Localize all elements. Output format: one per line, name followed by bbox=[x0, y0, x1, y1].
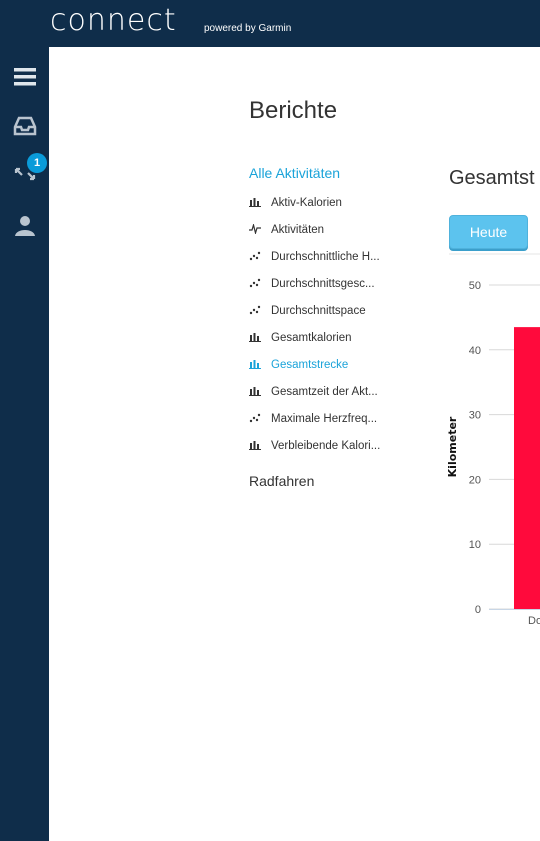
scatter-icon bbox=[249, 278, 263, 290]
category-all-activities[interactable]: Alle Aktivitäten bbox=[249, 165, 341, 181]
category-cycling[interactable]: Radfahren bbox=[249, 473, 315, 489]
report-item[interactable]: Maximale Herzfreq... bbox=[249, 409, 399, 429]
y-tick-label: 50 bbox=[469, 280, 481, 292]
bar-chart-icon bbox=[249, 197, 263, 209]
report-item[interactable]: Durchschnittspace bbox=[249, 301, 399, 321]
report-item[interactable]: Durchschnittsgesc... bbox=[249, 274, 399, 294]
report-item-label: Gesamtkalorien bbox=[271, 332, 352, 344]
report-item[interactable]: Verbleibende Kalori... bbox=[249, 436, 399, 456]
y-axis-label: Kilometer bbox=[446, 416, 459, 477]
bar[interactable] bbox=[514, 327, 540, 609]
today-button[interactable]: Heute bbox=[449, 215, 528, 249]
report-item[interactable]: Gesamtzeit der Akt... bbox=[249, 382, 399, 402]
menu-icon[interactable] bbox=[12, 64, 38, 90]
notification-badge: 1 bbox=[27, 153, 47, 173]
bar-chart-icon bbox=[249, 359, 263, 371]
x-tick-label: Do bbox=[528, 615, 540, 627]
y-tick-label: 10 bbox=[469, 539, 481, 551]
sidebar bbox=[0, 47, 49, 841]
report-item-label: Gesamtstrecke bbox=[271, 359, 349, 371]
bar-chart-icon bbox=[249, 332, 263, 344]
user-icon[interactable] bbox=[12, 213, 38, 239]
report-item-label: Verbleibende Kalori... bbox=[271, 440, 381, 452]
connections-icon[interactable] bbox=[12, 161, 38, 187]
report-item-label: Maximale Herzfreq... bbox=[271, 413, 378, 425]
page-title: Berichte bbox=[249, 97, 338, 124]
report-item[interactable]: Gesamtkalorien bbox=[249, 328, 399, 348]
report-item[interactable]: Aktiv-Kalorien bbox=[249, 193, 399, 213]
distance-chart: 0 10 20 30 40 50 Kilometer Do bbox=[446, 253, 540, 627]
y-tick-label: 0 bbox=[475, 604, 481, 616]
report-item-label: Aktivitäten bbox=[271, 224, 325, 236]
chart-title: Gesamtst bbox=[449, 167, 535, 189]
y-tick-label: 40 bbox=[469, 345, 481, 357]
report-item-label: Gesamtzeit der Akt... bbox=[271, 386, 378, 398]
y-tick-label: 30 bbox=[469, 410, 481, 422]
report-item[interactable]: Durchschnittliche H... bbox=[249, 247, 399, 267]
scatter-icon bbox=[249, 413, 263, 425]
powered-by-label: powered by Garmin bbox=[204, 23, 292, 34]
report-item-label: Durchschnittliche H... bbox=[271, 251, 380, 263]
inbox-icon[interactable] bbox=[12, 113, 38, 139]
bar-chart-icon bbox=[249, 386, 263, 398]
y-tick-label: 20 bbox=[469, 474, 481, 486]
scatter-icon bbox=[249, 251, 263, 263]
report-item[interactable]: Gesamtstrecke bbox=[249, 355, 399, 375]
scatter-icon bbox=[249, 305, 263, 317]
report-item[interactable]: Aktivitäten bbox=[249, 220, 399, 240]
report-item-label: Durchschnittsgesc... bbox=[271, 278, 375, 290]
top-bar: connect powered by Garmin bbox=[0, 0, 540, 47]
bar-chart-icon bbox=[249, 440, 263, 452]
report-item-label: Aktiv-Kalorien bbox=[271, 197, 342, 209]
line-chart-icon bbox=[249, 222, 263, 236]
report-item-label: Durchschnittspace bbox=[271, 305, 366, 317]
main-content: Berichte Alle Aktivitäten Aktiv-Kalorien… bbox=[49, 47, 540, 841]
connect-logo[interactable]: connect bbox=[50, 3, 177, 38]
